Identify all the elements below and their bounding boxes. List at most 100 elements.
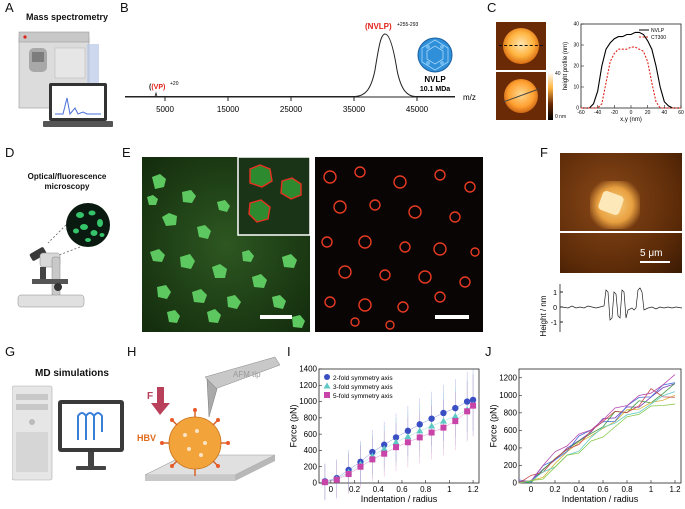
nvlp-mass: 10.1 MDa (420, 86, 450, 93)
x-axis-label: Indentation / radius (361, 494, 438, 504)
data-point (464, 408, 471, 415)
panel-label-i: I (287, 344, 291, 359)
f-ylabel: Height / nm (540, 295, 548, 336)
legend-label: CT300 (651, 35, 666, 41)
mass-spectrum-chart: 5000 15000 25000 35000 45000 m/z ((VP) +… (125, 22, 476, 114)
trajectory-line (518, 391, 676, 484)
data-point (392, 438, 400, 445)
data-point (452, 404, 459, 412)
x-tick-label: 0.2 (349, 485, 361, 494)
colorbar-tick-bottom: 0 nm (555, 114, 567, 120)
legend-marker (324, 374, 330, 380)
data-point (416, 427, 424, 434)
data-point (392, 434, 400, 441)
vp-text: (VP) (151, 84, 165, 91)
nvlp-name: NVLP (424, 75, 446, 84)
hbv-label: HBV (137, 433, 156, 443)
y-axis-label: height profile (nm) (563, 42, 569, 90)
x-tick-label: 40 (662, 110, 668, 116)
data-point (463, 398, 471, 405)
force-indentation-trajectories-chart: 0 0.2 0.4 0.6 0.8 1 1.2 0 200 400 600 800 1000 1200 In… (489, 368, 682, 504)
x-tick-label: 60 (678, 110, 684, 116)
spectrum-xlabel: m/z (463, 93, 476, 102)
data-point (393, 444, 400, 451)
data-point (369, 456, 376, 463)
plot-frame (518, 368, 682, 484)
force-label: F (147, 391, 153, 402)
y-tick-label: 1200 (499, 373, 517, 382)
fluorescence-red-image (315, 157, 483, 332)
x-axis-label: Indentation / radius (562, 494, 639, 504)
x-tick-label: 1.2 (669, 485, 681, 494)
panel-label-a: A (5, 0, 14, 15)
y-tick-label: 1200 (299, 381, 317, 390)
trajectory-line (518, 374, 676, 482)
data-point (439, 417, 447, 424)
data-point (452, 418, 459, 425)
series-line-nvlp (581, 31, 681, 109)
x-tick-label: 1 (447, 485, 452, 494)
y-tick-label: 800 (304, 414, 318, 423)
data-point (428, 422, 436, 429)
data-point (345, 471, 352, 478)
trajectory-line (518, 383, 676, 484)
afm-topography-image: 5 μm (560, 153, 682, 273)
x-tick-label: 0.4 (573, 485, 585, 494)
x-tick-label: 20 (645, 110, 651, 116)
f-ytick: -1 (551, 320, 557, 327)
x-tick-label: 0 (329, 485, 334, 494)
x-tick-label: 1.2 (468, 485, 480, 494)
y-tick-label: 10 (573, 85, 579, 91)
trajectory-line (518, 388, 676, 484)
y-axis-label: Force (pN) (289, 404, 299, 447)
afm-tip-label: AFM tip (233, 370, 261, 379)
scale-bar (640, 261, 670, 263)
trajectory-line (518, 403, 676, 484)
y-tick-label: 1000 (299, 397, 317, 406)
x-tick-label: 0 (630, 110, 633, 116)
data-point (416, 421, 423, 428)
data-point (321, 479, 328, 486)
y-tick-label: 1000 (499, 391, 517, 400)
panel-label-f: F (540, 145, 548, 160)
x-tick-label: -20 (611, 110, 618, 116)
y-tick-label: 600 (504, 426, 518, 435)
x-tick-label: 0.8 (420, 485, 432, 494)
afm-indentation-illustration: AFM tip HBV F (137, 356, 281, 481)
y-tick-label: 400 (304, 446, 318, 455)
microscope-illustration (17, 203, 110, 308)
panel-label-e: E (122, 145, 131, 160)
data-point (333, 476, 340, 483)
hbv-capsid (160, 408, 230, 476)
x-tick-label: -60 (577, 110, 584, 116)
data-point (469, 396, 477, 404)
x-tick-label: -40 (594, 110, 601, 116)
afm-colorbar (548, 72, 553, 120)
data-point (381, 450, 388, 457)
x-tick-label: 0.6 (597, 485, 609, 494)
spectrum-x-ticks (164, 97, 418, 101)
panel-label-c: C (487, 0, 497, 15)
fluorescence-green-image (142, 157, 310, 332)
y-tick-label: 0 (513, 479, 518, 488)
legend-marker (324, 392, 330, 398)
mass-spectrometer-illustration (18, 31, 113, 127)
height-trace-chart: Height / nm 1 0 -1 (540, 284, 683, 336)
y-tick-label: 800 (504, 409, 518, 418)
data-point (380, 445, 388, 452)
afm-image-top (496, 22, 546, 70)
computer-illustration (12, 385, 124, 481)
panel-d-title: Optical/fluorescence microscopy (27, 172, 107, 191)
data-point (428, 415, 435, 422)
force-indentation-symmetry-chart: 0 0.2 0.4 0.6 0.8 1 1.2 0 200 400 600 800 1000 1200 14… (289, 365, 480, 504)
y-tick-label: 200 (304, 462, 318, 471)
panel-label-h: H (127, 344, 137, 359)
nvlp-peak (125, 33, 455, 97)
panel-a-title: Mass spectrometry (26, 12, 109, 22)
x-tick-label: 0 (529, 485, 534, 494)
vp-peak (154, 91, 158, 97)
x-tick-label: 0.4 (373, 485, 385, 494)
y-tick-label: 0 (576, 106, 579, 112)
vp-label: ((VP) (149, 84, 165, 91)
y-tick-label: 200 (504, 461, 518, 470)
